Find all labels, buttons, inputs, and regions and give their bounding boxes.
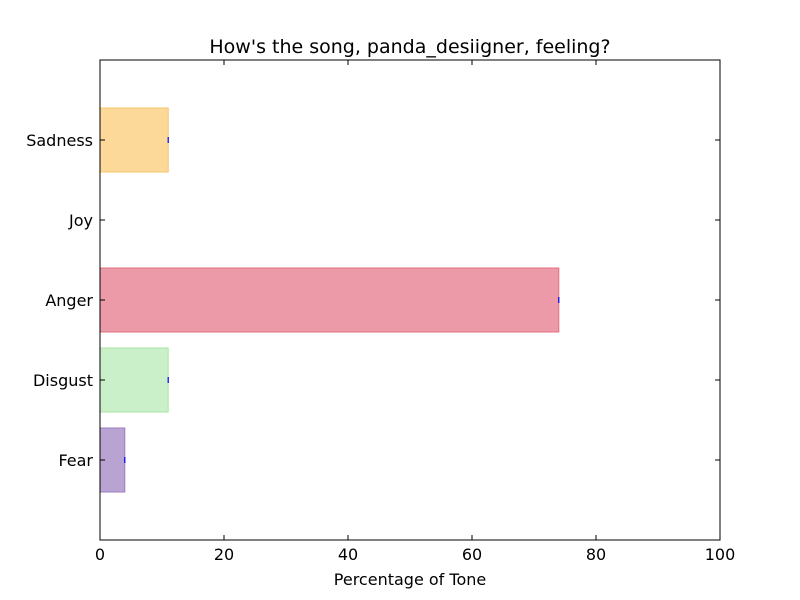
y-tick-label-disgust: Disgust: [33, 371, 93, 390]
x-tick-label-100: 100: [705, 545, 736, 564]
y-tick-label-sadness: Sadness: [26, 131, 93, 150]
x-tick-label-60: 60: [462, 545, 482, 564]
x-tick-label-80: 80: [586, 545, 606, 564]
bar-sadness: [99, 107, 169, 173]
x-axis-label: Percentage of Tone: [334, 570, 486, 589]
x-tick-label-40: 40: [338, 545, 358, 564]
x-tick-label-20: 20: [214, 545, 234, 564]
axes-frame: [99, 59, 721, 541]
chart-title: How's the song, panda_desiigner, feeling…: [209, 36, 610, 58]
bar-disgust: [99, 347, 169, 413]
y-tick-label-joy: Joy: [68, 211, 93, 230]
y-tick-label-fear: Fear: [58, 451, 93, 470]
bar-anger: [99, 267, 560, 333]
plot-area: Sadness Joy Anger Disgust Fear 0 20 40 60 80 100: [26, 59, 736, 564]
x-tick-label-0: 0: [95, 545, 105, 564]
y-tick-label-anger: Anger: [45, 291, 93, 310]
